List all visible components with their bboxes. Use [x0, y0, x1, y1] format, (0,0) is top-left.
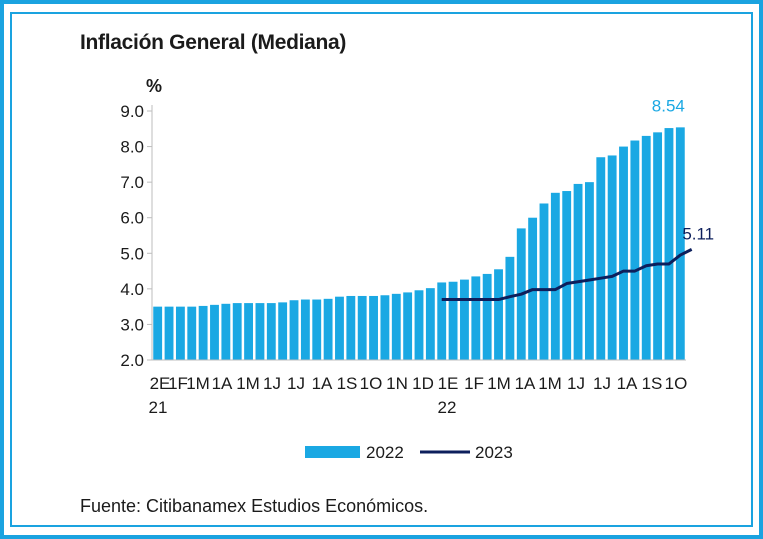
- bar-2022: [244, 303, 253, 360]
- x-tick-label: 1A: [515, 374, 536, 393]
- bar-2022: [391, 293, 401, 360]
- bar-2022: [573, 183, 583, 360]
- data-label-2023-end: 5.11: [682, 224, 714, 243]
- bar-2022: [164, 306, 174, 360]
- bar-2022: [187, 306, 197, 360]
- bar-2022: [300, 299, 310, 360]
- bar-2022: [175, 306, 185, 360]
- bar-2022: [414, 290, 424, 360]
- inner-frame: [10, 12, 753, 527]
- bar-2022: [607, 155, 617, 360]
- bar-2022: [562, 191, 572, 360]
- y-axis-unit: %: [146, 76, 162, 96]
- bar-2022: [153, 306, 163, 360]
- x-tick-label: 1O: [665, 374, 688, 393]
- x-year-label: 21: [149, 398, 168, 417]
- bar-2022: [403, 292, 413, 360]
- bar-2022: [675, 127, 685, 360]
- x-tick-label: 1J: [287, 374, 305, 393]
- bar-2022: [232, 303, 242, 360]
- bar-2022: [471, 276, 481, 360]
- bar-2022: [357, 295, 367, 360]
- bar-2022: [335, 296, 344, 360]
- bar-2022: [550, 192, 560, 360]
- bar-2022: [380, 295, 390, 360]
- bar-2022: [198, 305, 208, 360]
- bar-2022: [619, 146, 628, 360]
- bar-2022: [596, 157, 606, 360]
- x-tick-label: 1S: [337, 374, 358, 393]
- bar-2022: [255, 303, 265, 360]
- bar-2022: [221, 303, 231, 360]
- x-tick-label: 1M: [236, 374, 260, 393]
- y-tick-label: 6.0: [120, 209, 144, 228]
- x-tick-label: 2E: [150, 374, 171, 393]
- y-tick-label: 9.0: [120, 102, 144, 121]
- legend-label-2023: 2023: [475, 443, 513, 462]
- bar-2022: [425, 288, 435, 360]
- x-tick-label: 1F: [464, 374, 484, 393]
- x-tick-label: 1M: [186, 374, 210, 393]
- bar-2022: [482, 273, 492, 360]
- bar-2022: [505, 256, 515, 360]
- bar-2022: [346, 295, 356, 360]
- x-tick-label: 1J: [567, 374, 585, 393]
- bar-2022: [539, 203, 549, 360]
- bar-2022: [630, 140, 640, 360]
- x-tick-label: 1E: [438, 374, 459, 393]
- bar-2022: [460, 279, 469, 360]
- bar-2022: [323, 298, 333, 360]
- x-tick-label: 1A: [312, 374, 333, 393]
- x-tick-label: 1S: [642, 374, 663, 393]
- line-2023: [441, 248, 693, 302]
- bar-2022: [437, 282, 447, 360]
- y-tick-label: 3.0: [120, 315, 144, 334]
- x-tick-label: 1M: [487, 374, 511, 393]
- chart-title: Inflación General (Mediana): [80, 31, 347, 54]
- y-tick-label: 2.0: [120, 351, 144, 370]
- x-tick-label: 1O: [360, 374, 383, 393]
- bar-2022: [494, 269, 503, 360]
- legend-label-2022: 2022: [366, 443, 404, 462]
- x-tick-label: 1J: [263, 374, 281, 393]
- y-tick-label: 7.0: [120, 173, 144, 192]
- bar-2022: [584, 182, 594, 360]
- bar-2022: [266, 303, 276, 360]
- bar-2022: [653, 132, 663, 360]
- bar-2022: [664, 128, 674, 360]
- x-tick-label: 1F: [168, 374, 188, 393]
- x-tick-label: 1A: [212, 374, 233, 393]
- x-tick-label: 1M: [538, 374, 562, 393]
- source-note: Fuente: Citibanamex Estudios Económicos.: [80, 496, 429, 516]
- x-tick-label: 1A: [617, 374, 638, 393]
- bar-2022: [641, 135, 651, 360]
- bar-2022: [369, 295, 378, 360]
- x-tick-label: 1D: [412, 374, 434, 393]
- legend-swatch-2022: [305, 446, 360, 458]
- bar-2022: [448, 281, 458, 360]
- x-year-label: 22: [438, 398, 457, 417]
- bar-2022: [289, 300, 299, 360]
- data-label-2022-end: 8.54: [652, 96, 685, 115]
- bar-2022: [312, 299, 322, 360]
- y-tick-label: 4.0: [120, 280, 144, 299]
- bar-2022: [210, 304, 219, 360]
- x-tick-label: 1N: [386, 374, 408, 393]
- bar-2022: [278, 302, 288, 360]
- y-tick-label: 5.0: [120, 244, 144, 263]
- x-tick-label: 1J: [593, 374, 611, 393]
- y-tick-label: 8.0: [120, 138, 144, 157]
